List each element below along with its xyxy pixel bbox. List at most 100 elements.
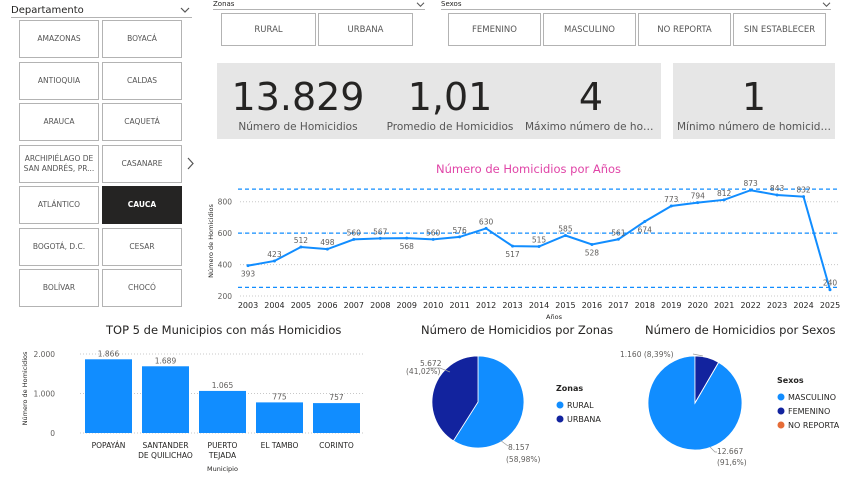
data-label: 1.866 xyxy=(98,349,120,358)
sexos-slicer-title: Sexos xyxy=(441,0,462,8)
x-tick-label: 2017 xyxy=(608,301,628,310)
x-tick-label: 2022 xyxy=(740,301,760,310)
kpi-value: 1 xyxy=(741,75,767,119)
zonas-option[interactable]: RURAL xyxy=(221,13,316,46)
data-label: (58,98%) xyxy=(506,455,541,464)
departamento-option[interactable]: ARCHIPIÉLAGO DE SAN ANDRÉS, PR... xyxy=(19,144,99,183)
x-tick-label: 2005 xyxy=(291,301,311,310)
data-label: 512 xyxy=(294,236,309,245)
line-point xyxy=(537,245,541,248)
line-point xyxy=(299,245,303,249)
legend-label: RURAL xyxy=(567,401,594,410)
line-chart: 800 600 400 200 Número de Homicidios 393 2003 4… xyxy=(207,179,840,320)
data-label: 1.160 (8,39%) xyxy=(620,350,674,359)
x-tick-label: EL TAMBO xyxy=(261,441,299,450)
sexos-option[interactable]: FEMENINO xyxy=(448,13,541,46)
line-point xyxy=(616,237,620,241)
sexos-option[interactable]: SIN ESTABLECER xyxy=(733,13,826,46)
x-tick-label: 2019 xyxy=(661,301,681,310)
line-point xyxy=(511,244,515,248)
x-tick-label: CORINTO xyxy=(319,441,354,450)
pie-slice xyxy=(431,355,479,442)
zonas-chevron-down-icon[interactable] xyxy=(416,1,425,8)
y-tick-label: 1.000 xyxy=(34,390,56,399)
data-label: 757 xyxy=(329,393,344,402)
line-point xyxy=(458,235,462,239)
zonas-option[interactable]: URBANA xyxy=(318,13,413,46)
sexos-option[interactable]: NO REPORTA xyxy=(638,13,731,46)
x-tick-label: 2021 xyxy=(714,301,734,310)
line-point xyxy=(696,201,700,205)
data-label: 560 xyxy=(347,228,362,237)
data-label: 674 xyxy=(638,226,653,235)
x-tick-label: 2015 xyxy=(555,301,575,310)
line-point xyxy=(643,220,647,224)
line-point xyxy=(352,237,356,241)
line-chart-title: Número de Homicidios por Años xyxy=(436,162,622,176)
legend-title: Sexos xyxy=(777,376,804,385)
legend-label: FEMENINO xyxy=(788,407,830,416)
y-tick-label: 600 xyxy=(218,229,233,238)
x-tick-label: 2020 xyxy=(688,301,708,310)
line-point xyxy=(802,195,806,199)
bar xyxy=(85,359,132,433)
x-tick-label: 2008 xyxy=(370,301,390,310)
kpi-card-promedio: 1,01 Promedio de Homicidios xyxy=(369,63,531,139)
data-label: 561 xyxy=(611,228,626,237)
departamento-option[interactable]: CAUCA xyxy=(102,186,182,224)
line-point xyxy=(669,204,673,208)
x-tick-label: 2012 xyxy=(476,301,496,310)
kpi-label: Máximo número de homicidios xyxy=(525,121,657,133)
data-label: 794 xyxy=(691,192,706,201)
bar xyxy=(142,366,189,433)
legend-title: Zonas xyxy=(556,384,583,393)
line-point xyxy=(325,247,329,251)
pie-slice xyxy=(452,355,525,449)
data-label: 517 xyxy=(505,250,520,259)
departamento-option[interactable]: AMAZONAS xyxy=(19,20,99,58)
departamento-option[interactable]: BOLÍVAR xyxy=(19,269,99,307)
departamento-option[interactable]: CESAR xyxy=(102,227,182,266)
data-label: 8.157 xyxy=(508,443,530,452)
y-tick-label: 200 xyxy=(218,292,233,301)
line-point xyxy=(246,264,250,268)
legend-marker xyxy=(556,401,564,409)
line-point xyxy=(749,188,753,192)
legend-label: MASCULINO xyxy=(788,393,836,402)
departamento-option[interactable]: CHOCÓ xyxy=(102,269,182,307)
data-label: 585 xyxy=(558,225,573,234)
data-label: 812 xyxy=(717,189,732,198)
x-tick-label: 2018 xyxy=(635,301,655,310)
departamento-option[interactable]: CAQUETÁ xyxy=(102,103,182,141)
y-tick-label: 400 xyxy=(218,261,233,270)
departamento-option[interactable]: CASANARE xyxy=(102,144,182,183)
departamento-option[interactable]: ARAUCA xyxy=(19,103,99,141)
bar xyxy=(313,403,360,433)
departamento-option[interactable]: CALDAS xyxy=(102,61,182,100)
x-tick-label: PUERTO TEJADA xyxy=(208,441,238,460)
bar-chart: 2.000 1.000 0 Número de Homicidios 1.866 POPA… xyxy=(21,349,365,473)
line-point xyxy=(563,234,567,237)
data-label: 498 xyxy=(320,238,335,247)
kpi-card-maximo: 4 Máximo número de homicidios xyxy=(521,63,661,139)
sexos-option[interactable]: MASCULINO xyxy=(543,13,636,46)
scroll-right-chevron-icon[interactable] xyxy=(186,157,195,170)
zonas-pie-title: Número de Homicidios por Zonas xyxy=(421,323,614,337)
departamento-option[interactable]: ATLÁNTICO xyxy=(19,186,99,224)
x-tick-label: 2014 xyxy=(529,301,549,310)
departamento-option[interactable]: BOYACÁ xyxy=(102,20,182,58)
x-tick-label: 2013 xyxy=(502,301,522,310)
line-point xyxy=(431,237,435,241)
line-point xyxy=(722,198,726,202)
departamento-option[interactable]: ANTIOQUIA xyxy=(19,61,99,100)
sexos-chevron-down-icon[interactable] xyxy=(822,1,831,8)
zonas-underline xyxy=(213,9,425,10)
data-label: 873 xyxy=(743,179,758,188)
departamento-chevron-down-icon[interactable] xyxy=(180,6,190,14)
y-tick-label: 2.000 xyxy=(34,350,56,359)
data-label: 568 xyxy=(400,242,415,251)
departamento-option[interactable]: BOGOTÁ, D.C. xyxy=(19,227,99,266)
data-label: 5.672 xyxy=(420,359,442,368)
x-tick-label: SANTANDER DE QUILICHAO xyxy=(138,441,193,460)
data-label: 528 xyxy=(585,248,600,257)
